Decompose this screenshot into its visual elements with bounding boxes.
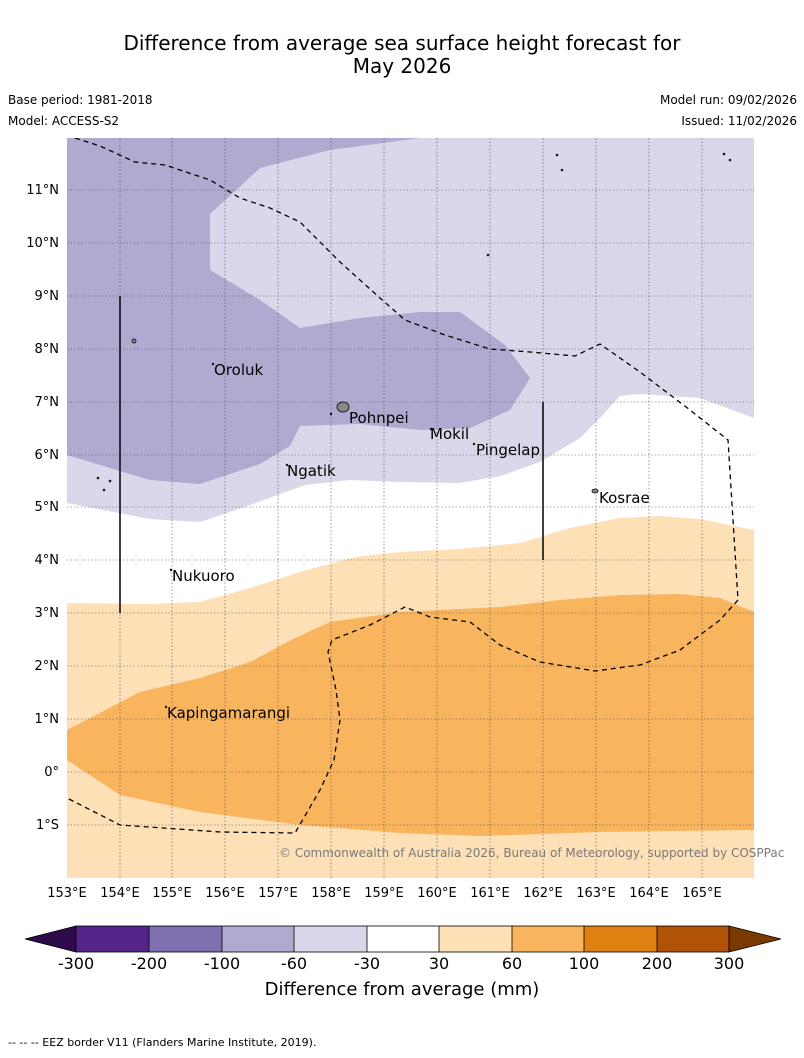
colorbar-tick: 300 — [714, 954, 745, 973]
lon-axis: 153°E 154°E 155°E 156°E 157°E 158°E 159°… — [47, 886, 722, 901]
colorbar-segment — [439, 926, 512, 952]
lon-label: 162°E — [523, 886, 563, 901]
chart-title: Difference from average sea surface heig… — [0, 32, 804, 78]
colorbar-extend-low — [24, 925, 77, 953]
lat-label: 2°N — [35, 659, 60, 674]
island-west — [131, 338, 137, 344]
islands — [96, 152, 732, 709]
band-30-60-south — [67, 760, 754, 878]
lon-label: 158°E — [311, 886, 351, 901]
base-period: Base period: 1981-2018 — [8, 93, 153, 107]
colorbar-segment — [149, 926, 222, 952]
colorbar-tick: -30 — [354, 954, 380, 973]
colorbar-extend-high — [728, 925, 782, 953]
colorbar-tick: 60 — [502, 954, 522, 973]
place-ngatik: Ngatik — [287, 462, 336, 480]
lat-label: 9°N — [35, 289, 60, 304]
title-line-2: May 2026 — [352, 54, 452, 78]
colorbar-tick: 30 — [429, 954, 449, 973]
lon-label: 154°E — [100, 886, 140, 901]
place-oroluk: Oroluk — [214, 361, 263, 379]
lon-label: 165°E — [682, 886, 722, 901]
lon-label: 157°E — [258, 886, 298, 901]
lat-label: 1°N — [35, 712, 60, 727]
place-nukuoro: Nukuoro — [172, 567, 235, 585]
colorbar-label: Difference from average (mm) — [265, 979, 540, 1000]
lat-label: 8°N — [35, 342, 60, 357]
lat-label: 4°N — [35, 553, 60, 568]
place-mokil: Mokil — [430, 425, 469, 443]
lon-label: 159°E — [364, 886, 404, 901]
place-kosrae: Kosrae — [599, 489, 650, 507]
colorbar-tick: -60 — [281, 954, 307, 973]
lon-label: 160°E — [417, 886, 457, 901]
colorbar-tick: 200 — [642, 954, 673, 973]
lat-label: 3°N — [35, 606, 60, 621]
colorbar-segment — [512, 926, 584, 952]
model-name: Model: ACCESS-S2 — [8, 114, 120, 128]
colorbar-segment — [584, 926, 657, 952]
colorbar-tick: -300 — [58, 954, 94, 973]
place-pingelap: Pingelap — [476, 441, 540, 459]
lat-label: 7°N — [35, 395, 60, 410]
colorbar-tick: -100 — [204, 954, 240, 973]
kosrae-island — [591, 488, 599, 494]
colorbar-tick: 100 — [569, 954, 600, 973]
copyright-notice: © Commonwealth of Australia 2026, Bureau… — [279, 846, 784, 860]
colorbar-tick: -200 — [131, 954, 167, 973]
lon-label: 163°E — [576, 886, 616, 901]
eez-dashed-line — [67, 138, 739, 834]
lon-label: 164°E — [629, 886, 669, 901]
lat-label: 5°N — [35, 500, 60, 515]
lat-label: 6°N — [35, 448, 60, 463]
graticule — [67, 138, 754, 878]
pohnpei-island — [336, 401, 350, 413]
eez-borders — [67, 138, 739, 834]
issued-date: Issued: 11/02/2026 — [681, 114, 797, 128]
lat-label: 0° — [44, 765, 59, 780]
colorbar: -300 -200 -100 -60 -30 30 60 100 200 300… — [24, 925, 782, 1000]
colorbar-segment — [367, 926, 439, 952]
lon-label: 153°E — [47, 886, 87, 901]
lat-label: 10°N — [26, 236, 59, 251]
model-run: Model run: 09/02/2026 — [659, 93, 797, 107]
eez-footnote: -- -- -- EEZ border V11 (Flanders Marine… — [8, 1036, 317, 1049]
place-pohnpei: Pohnpei — [349, 409, 409, 427]
lon-label: 156°E — [205, 886, 245, 901]
colorbar-segment — [76, 926, 149, 952]
lon-label: 155°E — [152, 886, 192, 901]
place-kapingamarangi: Kapingamarangi — [167, 704, 290, 722]
map-fields — [67, 138, 754, 878]
title-line-1: Difference from average sea surface heig… — [123, 31, 681, 55]
colorbar-segment — [294, 926, 367, 952]
lat-axis: 11°N 10°N 9°N 8°N 7°N 6°N 5°N 4°N 3°N 2°… — [26, 183, 59, 833]
lon-label: 161°E — [470, 886, 510, 901]
lat-label: 1°S — [36, 818, 59, 833]
colorbar-segment — [657, 926, 729, 952]
band-minus-60-100 — [67, 138, 530, 484]
lat-label: 11°N — [26, 183, 59, 198]
colorbar-segment — [222, 926, 294, 952]
